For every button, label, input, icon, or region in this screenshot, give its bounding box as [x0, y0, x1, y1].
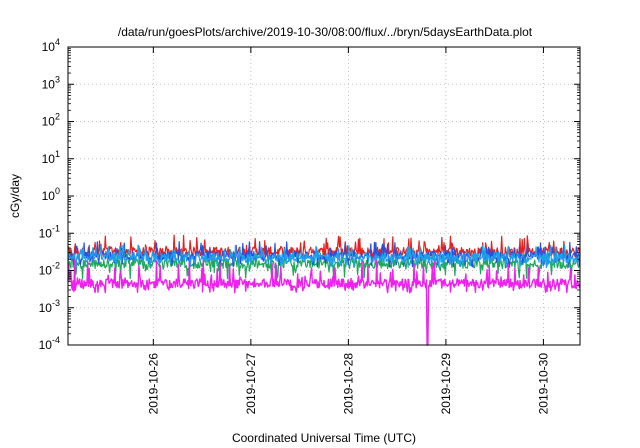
y-tick-label: 101 — [42, 149, 60, 166]
series-lines — [67, 234, 581, 346]
series-line — [67, 252, 581, 280]
x-tick-label: 2019-10-26 — [146, 353, 160, 415]
grid — [68, 47, 580, 345]
x-tick-label: 2019-10-28 — [341, 353, 355, 415]
y-tick-label: 103 — [42, 74, 60, 91]
y-tick-label: 100 — [42, 186, 60, 203]
y-axis-ticks: 10-4 10-3 10-2 10-1 100 101 102 103 104 — [39, 37, 580, 352]
y-tick-label: 10-3 — [39, 298, 60, 315]
y-tick-label: 10-1 — [39, 223, 60, 240]
x-axis-ticks: 2019-10-26 2019-10-27 2019-10-28 2019-10-29… — [146, 47, 550, 414]
chart-title: /data/run/goesPlots/archive/2019-10-30/0… — [118, 25, 533, 39]
y-tick-label: 10-2 — [39, 261, 60, 278]
x-tick-label: 2019-10-30 — [536, 353, 550, 415]
x-tick-label: 2019-10-27 — [244, 353, 258, 415]
series-line — [67, 244, 581, 269]
y-axis-label: cGy/day — [8, 174, 22, 218]
x-axis-label: Coordinated Universal Time (UTC) — [232, 431, 416, 445]
y-tick-label: 102 — [42, 112, 60, 129]
series-line — [67, 258, 581, 346]
x-tick-label: 2019-10-29 — [439, 353, 453, 415]
y-tick-label: 10-4 — [39, 335, 60, 352]
y-tick-label: 104 — [42, 37, 60, 54]
